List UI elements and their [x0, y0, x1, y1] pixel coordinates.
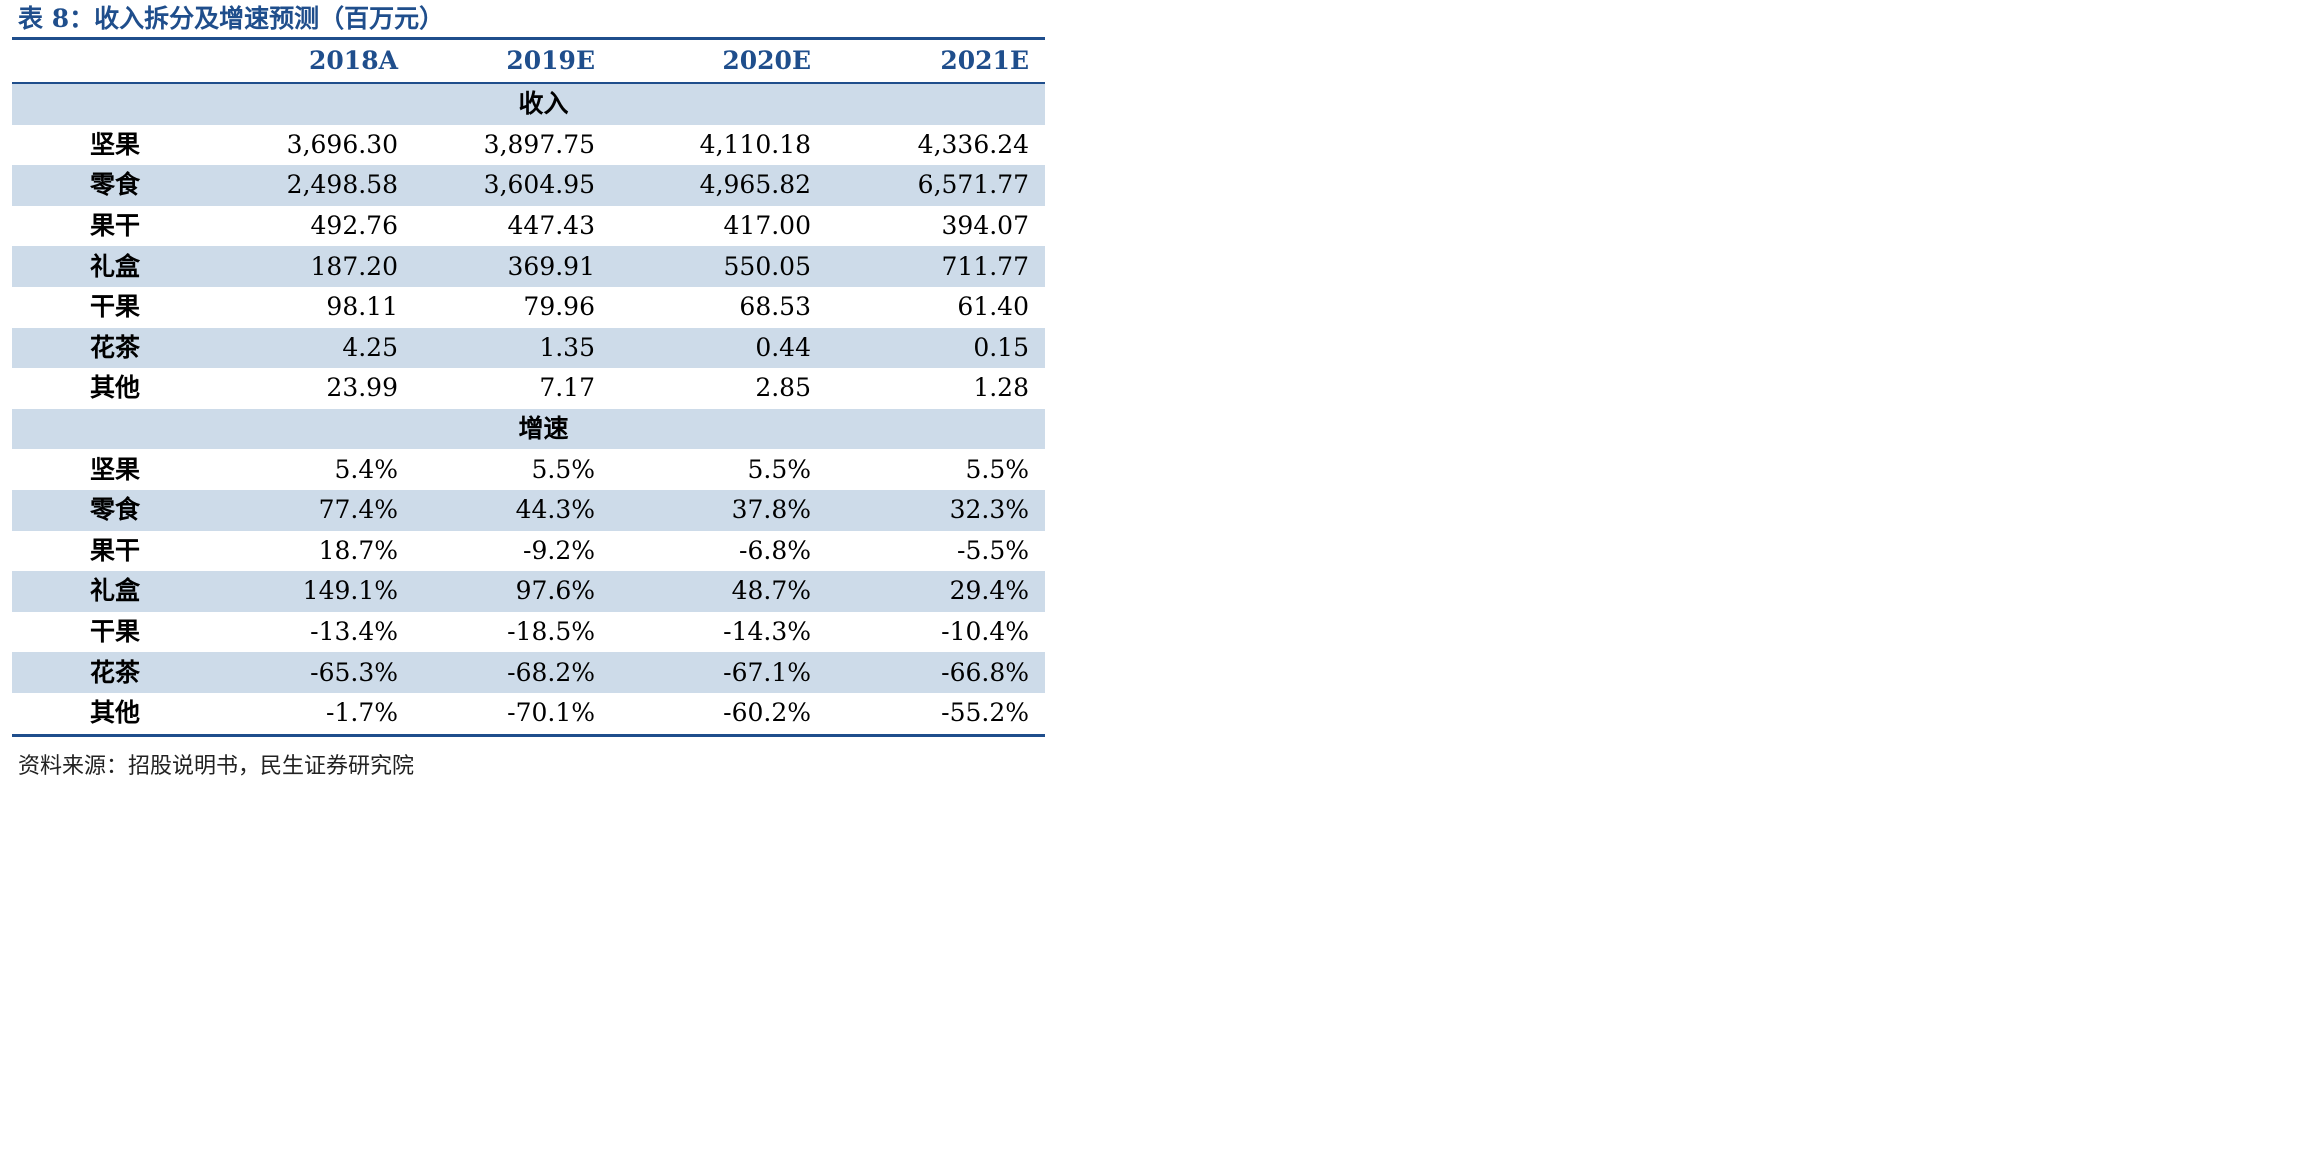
value-cell: 37.8% [731, 495, 811, 525]
value-cell: -66.8% [941, 657, 1029, 687]
value-cell: -5.5% [957, 535, 1029, 565]
table-row: 干果 -13.4% -18.5% -14.3% -10.4% [12, 612, 1045, 653]
value-cell: -1.7% [326, 698, 398, 728]
value-cell: -6.8% [739, 535, 811, 565]
value-cell: 23.99 [326, 373, 398, 403]
value-cell: -65.3% [310, 657, 398, 687]
value-cell: 5.5% [747, 454, 811, 484]
table-row: 其他 23.99 7.17 2.85 1.28 [12, 368, 1045, 409]
row-label: 零食 [90, 170, 141, 200]
value-cell: -18.5% [507, 617, 595, 647]
table-row: 零食 2,498.58 3,604.95 4,965.82 6,571.77 [12, 165, 1045, 206]
value-cell: -70.1% [507, 698, 595, 728]
value-cell: 2.85 [755, 373, 811, 403]
row-label: 其他 [90, 373, 141, 403]
table-row: 花茶 -65.3% -68.2% -67.1% -66.8% [12, 652, 1045, 693]
value-cell: 492.76 [310, 211, 398, 241]
section-label: 增速 [518, 414, 569, 444]
value-cell: 61.40 [957, 292, 1029, 322]
value-cell: 79.96 [523, 292, 595, 322]
value-cell: 149.1% [302, 576, 398, 606]
table-row: 果干 492.76 447.43 417.00 394.07 [12, 206, 1045, 247]
value-cell: 98.11 [326, 292, 398, 322]
value-cell: 97.6% [515, 576, 595, 606]
value-cell: 3,696.30 [286, 129, 398, 159]
table-row: 礼盒 149.1% 97.6% 48.7% 29.4% [12, 571, 1045, 612]
table-row: 果干 18.7% -9.2% -6.8% -5.5% [12, 531, 1045, 572]
value-cell: 32.3% [949, 495, 1029, 525]
row-label: 零食 [90, 495, 141, 525]
value-cell: 394.07 [941, 211, 1029, 241]
header-cell-2018a: 2018A [309, 46, 398, 75]
row-label: 果干 [90, 535, 141, 565]
value-cell: -68.2% [507, 657, 595, 687]
table-body: 收入坚果 3,696.30 3,897.75 4,110.18 4,336.24 零食 2,… [12, 84, 1045, 734]
value-cell: -9.2% [523, 535, 595, 565]
value-cell: 0.15 [973, 332, 1029, 362]
table-header-row: 2018A 2019E 2020E 2021E [12, 40, 1045, 84]
value-cell: -14.3% [723, 617, 811, 647]
table-row: 零食 77.4% 44.3% 37.8% 32.3% [12, 489, 1045, 531]
value-cell: 550.05 [723, 251, 811, 281]
value-cell: 417.00 [723, 211, 811, 241]
value-cell: 4.25 [342, 332, 398, 362]
header-cell-2020e: 2020E [722, 46, 811, 75]
value-cell: 1.28 [973, 373, 1029, 403]
value-cell: 6,571.77 [917, 170, 1029, 200]
table-row: 其他 -1.7% -70.1% -60.2% -55.2% [12, 693, 1045, 734]
row-label: 其他 [90, 698, 141, 728]
source-note: 资料来源：招股说明书，民生证券研究院 [18, 754, 415, 779]
value-cell: 44.3% [515, 495, 595, 525]
value-cell: -13.4% [310, 617, 398, 647]
value-cell: 77.4% [318, 495, 398, 525]
value-cell: 5.5% [531, 454, 595, 484]
value-cell: 4,110.18 [699, 129, 811, 159]
value-cell: 711.77 [941, 251, 1029, 281]
section-label: 收入 [518, 89, 569, 119]
value-cell: 3,604.95 [483, 170, 595, 200]
section-row: 增速 [12, 408, 1045, 450]
value-cell: 4,336.24 [917, 129, 1029, 159]
value-cell: 0.44 [755, 332, 811, 362]
value-cell: 369.91 [507, 251, 595, 281]
header-cell-2021e: 2021E [940, 46, 1029, 75]
table-row: 坚果 5.4% 5.5% 5.5% 5.5% [12, 449, 1045, 490]
value-cell: 18.7% [318, 535, 398, 565]
row-label: 干果 [90, 617, 141, 647]
value-cell: -67.1% [723, 657, 811, 687]
row-label: 果干 [90, 211, 141, 241]
value-cell: 5.4% [334, 454, 398, 484]
value-cell: 5.5% [965, 454, 1029, 484]
value-cell: 3,897.75 [483, 129, 595, 159]
value-cell: 2,498.58 [286, 170, 398, 200]
row-label: 坚果 [90, 129, 141, 159]
row-label: 礼盒 [90, 576, 141, 606]
value-cell: -55.2% [941, 698, 1029, 728]
value-cell: -60.2% [723, 698, 811, 728]
value-cell: 48.7% [731, 576, 811, 606]
table-row: 坚果 3,696.30 3,897.75 4,110.18 4,336.24 [12, 125, 1045, 166]
forecast-table: 2018A 2019E 2020E 2021E 收入坚果 3,696.30 3,89… [12, 37, 1045, 737]
section-row: 收入 [12, 84, 1045, 125]
value-cell: 68.53 [739, 292, 811, 322]
value-cell: -10.4% [941, 617, 1029, 647]
table-title: 表 8：收入拆分及增速预测（百万元） [18, 4, 445, 33]
row-label: 坚果 [90, 454, 141, 484]
row-label: 礼盒 [90, 251, 141, 281]
value-cell: 1.35 [539, 332, 595, 362]
value-cell: 187.20 [310, 251, 398, 281]
row-label: 花茶 [90, 332, 141, 362]
table-row: 花茶 4.25 1.35 0.44 0.15 [12, 327, 1045, 369]
row-label: 花茶 [90, 657, 141, 687]
value-cell: 7.17 [539, 373, 595, 403]
value-cell: 4,965.82 [699, 170, 811, 200]
value-cell: 447.43 [507, 211, 595, 241]
table-row: 干果 98.11 79.96 68.53 61.40 [12, 287, 1045, 328]
table-row: 礼盒 187.20 369.91 550.05 711.77 [12, 246, 1045, 287]
row-label: 干果 [90, 292, 141, 322]
value-cell: 29.4% [949, 576, 1029, 606]
header-cell-2019e: 2019E [506, 46, 595, 75]
